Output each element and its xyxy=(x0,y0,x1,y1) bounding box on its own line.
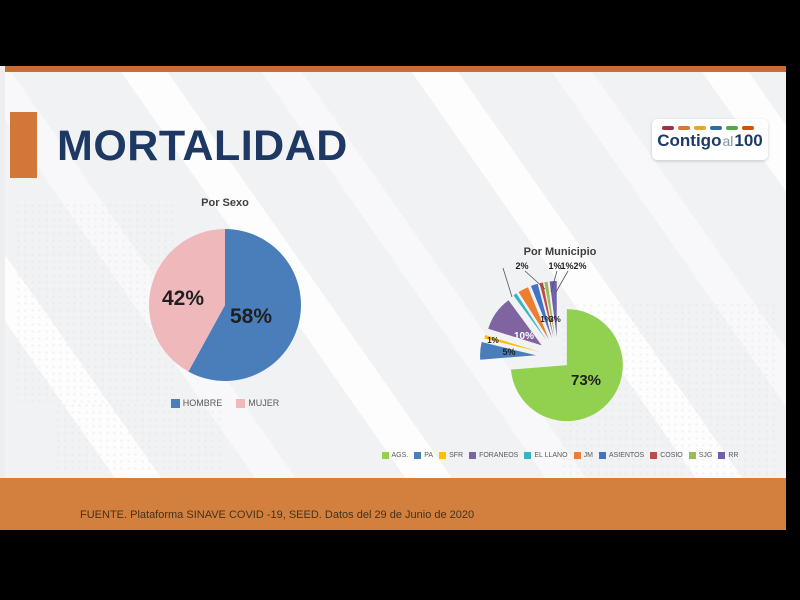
logo-word-contigo: Contigo xyxy=(657,131,722,150)
footer-source-text: FUENTE. Plataforma SINAVE COVID -19, SEE… xyxy=(80,509,475,521)
pie-slice-sfr xyxy=(484,335,539,352)
title-accent-bar xyxy=(10,112,37,178)
legend-label: MUJER xyxy=(248,398,280,408)
label-leader-line xyxy=(555,270,569,293)
legend-swatch xyxy=(524,452,532,459)
legend-swatch xyxy=(573,452,581,459)
pie-chart-por-municipio: 73%5%1% 10%1%3%2% 1%1% 2% xyxy=(480,261,623,422)
pie-slice-mujer xyxy=(149,229,225,372)
legend-label: PA xyxy=(424,452,434,459)
logo-word-100: 100 xyxy=(734,131,763,150)
pie-slice-pa xyxy=(480,342,537,360)
legend-label: SJG xyxy=(698,452,713,459)
legend-swatch xyxy=(439,452,447,459)
legend-label: JM xyxy=(583,452,593,459)
legend-label: ASIENTOS xyxy=(608,452,645,459)
legend-swatch xyxy=(650,452,658,459)
pie-slice-sjg xyxy=(544,281,555,338)
pie-label-sfr: 1% xyxy=(487,336,499,345)
legend-swatch xyxy=(170,398,180,408)
label-leader-line xyxy=(502,267,513,298)
right-black-bar xyxy=(786,66,800,530)
legend-por-sexo: HOMBRE MUJER xyxy=(130,398,320,408)
pie-slice-asientos xyxy=(530,283,552,338)
pie-label-rr: 2% xyxy=(573,261,586,271)
legend-item-sjg: SJG xyxy=(688,452,713,459)
pie-slice-foraneos xyxy=(488,300,542,346)
pie-label-asientos: 2% xyxy=(515,261,528,271)
logo-word-al: al xyxy=(722,133,734,149)
slide-top-orange-strip xyxy=(5,66,786,72)
legend-label: RR xyxy=(728,452,739,459)
legend-label: SFR xyxy=(449,452,464,459)
pie-label-el-llano: 1% xyxy=(540,315,552,324)
legend-item-el-llano: EL LLANO xyxy=(524,452,568,459)
contigo-al-100-logo: Contigoal100 xyxy=(652,119,768,160)
logo-text: Contigoal100 xyxy=(652,131,768,151)
pie-label-ags-: 73% xyxy=(571,372,601,389)
logo-dash xyxy=(742,126,754,130)
pie-label-pa: 5% xyxy=(502,347,515,357)
pie-slice-ags- xyxy=(510,309,623,422)
legend-swatch xyxy=(598,452,606,459)
legend-label: HOMBRE xyxy=(182,398,223,408)
background-dot-pattern xyxy=(55,402,225,472)
logo-dash xyxy=(694,126,706,130)
label-leader-line xyxy=(550,270,558,293)
pie-label-mujer: 42% xyxy=(162,287,204,310)
pie-label-cosio: 1% xyxy=(548,261,561,271)
logo-dash xyxy=(678,126,690,130)
legend-item-asientos: ASIENTOS xyxy=(598,452,645,459)
legend-swatch xyxy=(381,452,389,459)
legend-label: FORANEOS xyxy=(479,452,519,459)
legend-swatch xyxy=(414,452,422,459)
pie-slice-jm xyxy=(518,287,549,340)
legend-swatch xyxy=(469,452,477,459)
logo-dashes xyxy=(662,126,754,130)
legend-item-jm: JM xyxy=(573,452,593,459)
legend-item-sfr: SFR xyxy=(439,452,463,459)
logo-dash xyxy=(710,126,722,130)
legend-swatch xyxy=(718,452,726,459)
pie-slice-el-llano xyxy=(513,293,547,341)
legend-swatch xyxy=(688,452,696,459)
pie-label-jm: 3% xyxy=(549,315,561,324)
legend-item-rr: RR xyxy=(718,452,739,459)
logo-dash xyxy=(662,126,674,130)
legend-label: EL LLANO xyxy=(534,452,568,459)
legend-item-pa: PA xyxy=(414,452,433,459)
label-leader-line xyxy=(524,270,546,290)
pie-slice-rr xyxy=(549,281,557,338)
chart-title-por-sexo: Por Sexo xyxy=(201,197,249,209)
legend-item-ags-: AGS. xyxy=(381,452,409,459)
pie-label-sjg: 1% xyxy=(560,261,573,271)
legend-swatch xyxy=(236,398,246,408)
legend-item-hombre: HOMBRE xyxy=(170,398,223,408)
legend-item-foraneos: FORANEOS xyxy=(469,452,518,459)
pie-chart-por-sexo: 58% 42% xyxy=(149,229,301,381)
legend-label: AGS. xyxy=(391,452,409,459)
bottom-black-bar xyxy=(0,530,800,600)
legend-label: COSIO xyxy=(660,452,683,459)
pie-label-foraneos: 10% xyxy=(514,331,534,342)
page-title: MORTALIDAD xyxy=(57,122,348,170)
left-edge-strip xyxy=(0,66,5,478)
footer-band: FUENTE. Plataforma SINAVE COVID -19, SEE… xyxy=(0,478,786,530)
logo-dash xyxy=(726,126,738,130)
pie-label-hombre: 58% xyxy=(230,305,272,328)
legend-item-mujer: MUJER xyxy=(236,398,279,408)
legend-item-cosio: COSIO xyxy=(650,452,683,459)
top-black-bar xyxy=(0,0,800,66)
chart-title-por-municipio: Por Municipio xyxy=(523,246,597,258)
pie-slice-hombre xyxy=(188,229,301,381)
pie-slice-cosio xyxy=(539,282,554,338)
legend-por-municipio: AGS. PA SFR FORANEOS EL LLANO JM ASIENTOS COSIO… xyxy=(381,452,739,459)
